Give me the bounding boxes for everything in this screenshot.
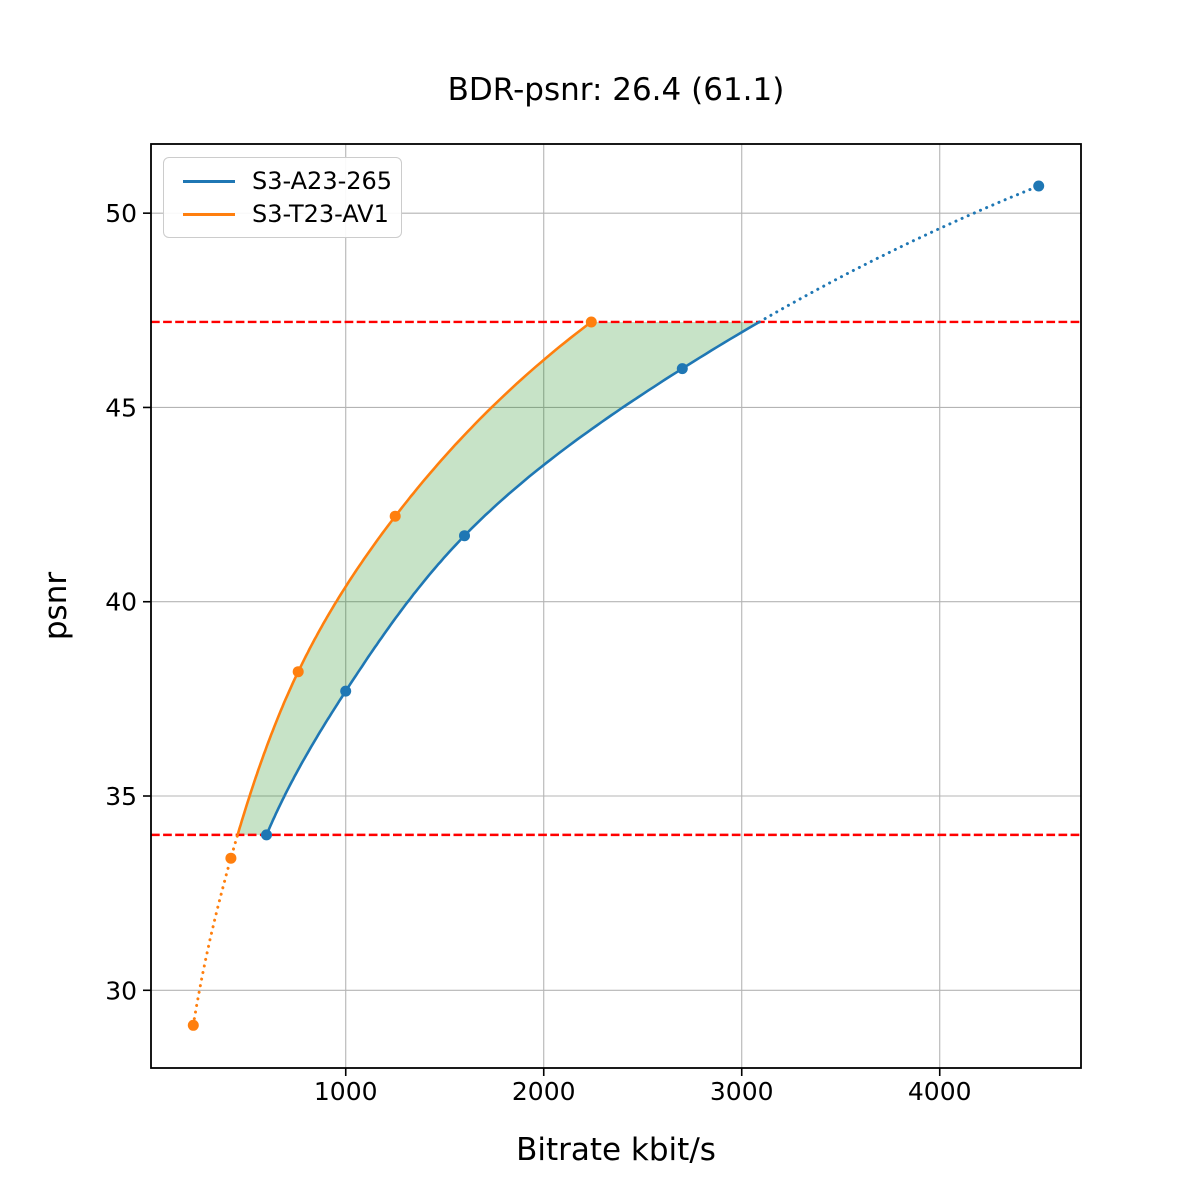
series-dotted-extension-s3-a23-265 [757, 184, 1041, 324]
x-tick-label: 1000 [314, 1077, 378, 1106]
data-point-marker [585, 316, 597, 328]
x-tick-label: 4000 [908, 1077, 972, 1106]
bd-gain-region [237, 322, 760, 835]
data-point-marker [261, 829, 272, 841]
y-tick-label: 30 [105, 976, 137, 1005]
data-point-marker [340, 685, 352, 697]
legend-line-sample-blue [183, 179, 235, 183]
legend: S3-A23-265 S3-T23-AV1 [163, 157, 402, 238]
data-point-marker [187, 1019, 199, 1031]
y-axis-label: psnr [38, 571, 74, 641]
legend-item-s3-t23-av1: S3-T23-AV1 [174, 202, 391, 226]
legend-item-s3-a23-265: S3-A23-265 [174, 167, 393, 195]
data-point-marker [389, 510, 401, 522]
data-point-marker [1033, 180, 1045, 192]
x-axis-label: Bitrate kbit/s [516, 1132, 716, 1168]
y-tick-label: 45 [105, 393, 137, 422]
y-tick-label: 40 [105, 588, 137, 617]
legend-label: S3-A23-265 [252, 167, 393, 195]
series-line-s3-a23-265 [265, 320, 760, 836]
legend-label: S3-T23-AV1 [252, 200, 389, 228]
series-line-s3-t23-av1 [236, 320, 593, 836]
data-point-marker [676, 363, 688, 375]
data-point-marker [225, 852, 237, 864]
x-tick-label: 3000 [710, 1077, 774, 1106]
data-point-marker [292, 666, 304, 678]
axes-frame [150, 143, 1082, 1069]
legend-line-sample-orange [183, 212, 235, 216]
series-dotted-extension-s3-t23-av1 [191, 833, 240, 1027]
x-tick-label: 2000 [512, 1077, 576, 1106]
y-tick-label: 50 [105, 199, 137, 228]
y-tick-label: 35 [105, 782, 137, 811]
data-point-marker [459, 530, 470, 542]
chart-title: BDR-psnr: 26.4 (61.1) [447, 72, 785, 108]
